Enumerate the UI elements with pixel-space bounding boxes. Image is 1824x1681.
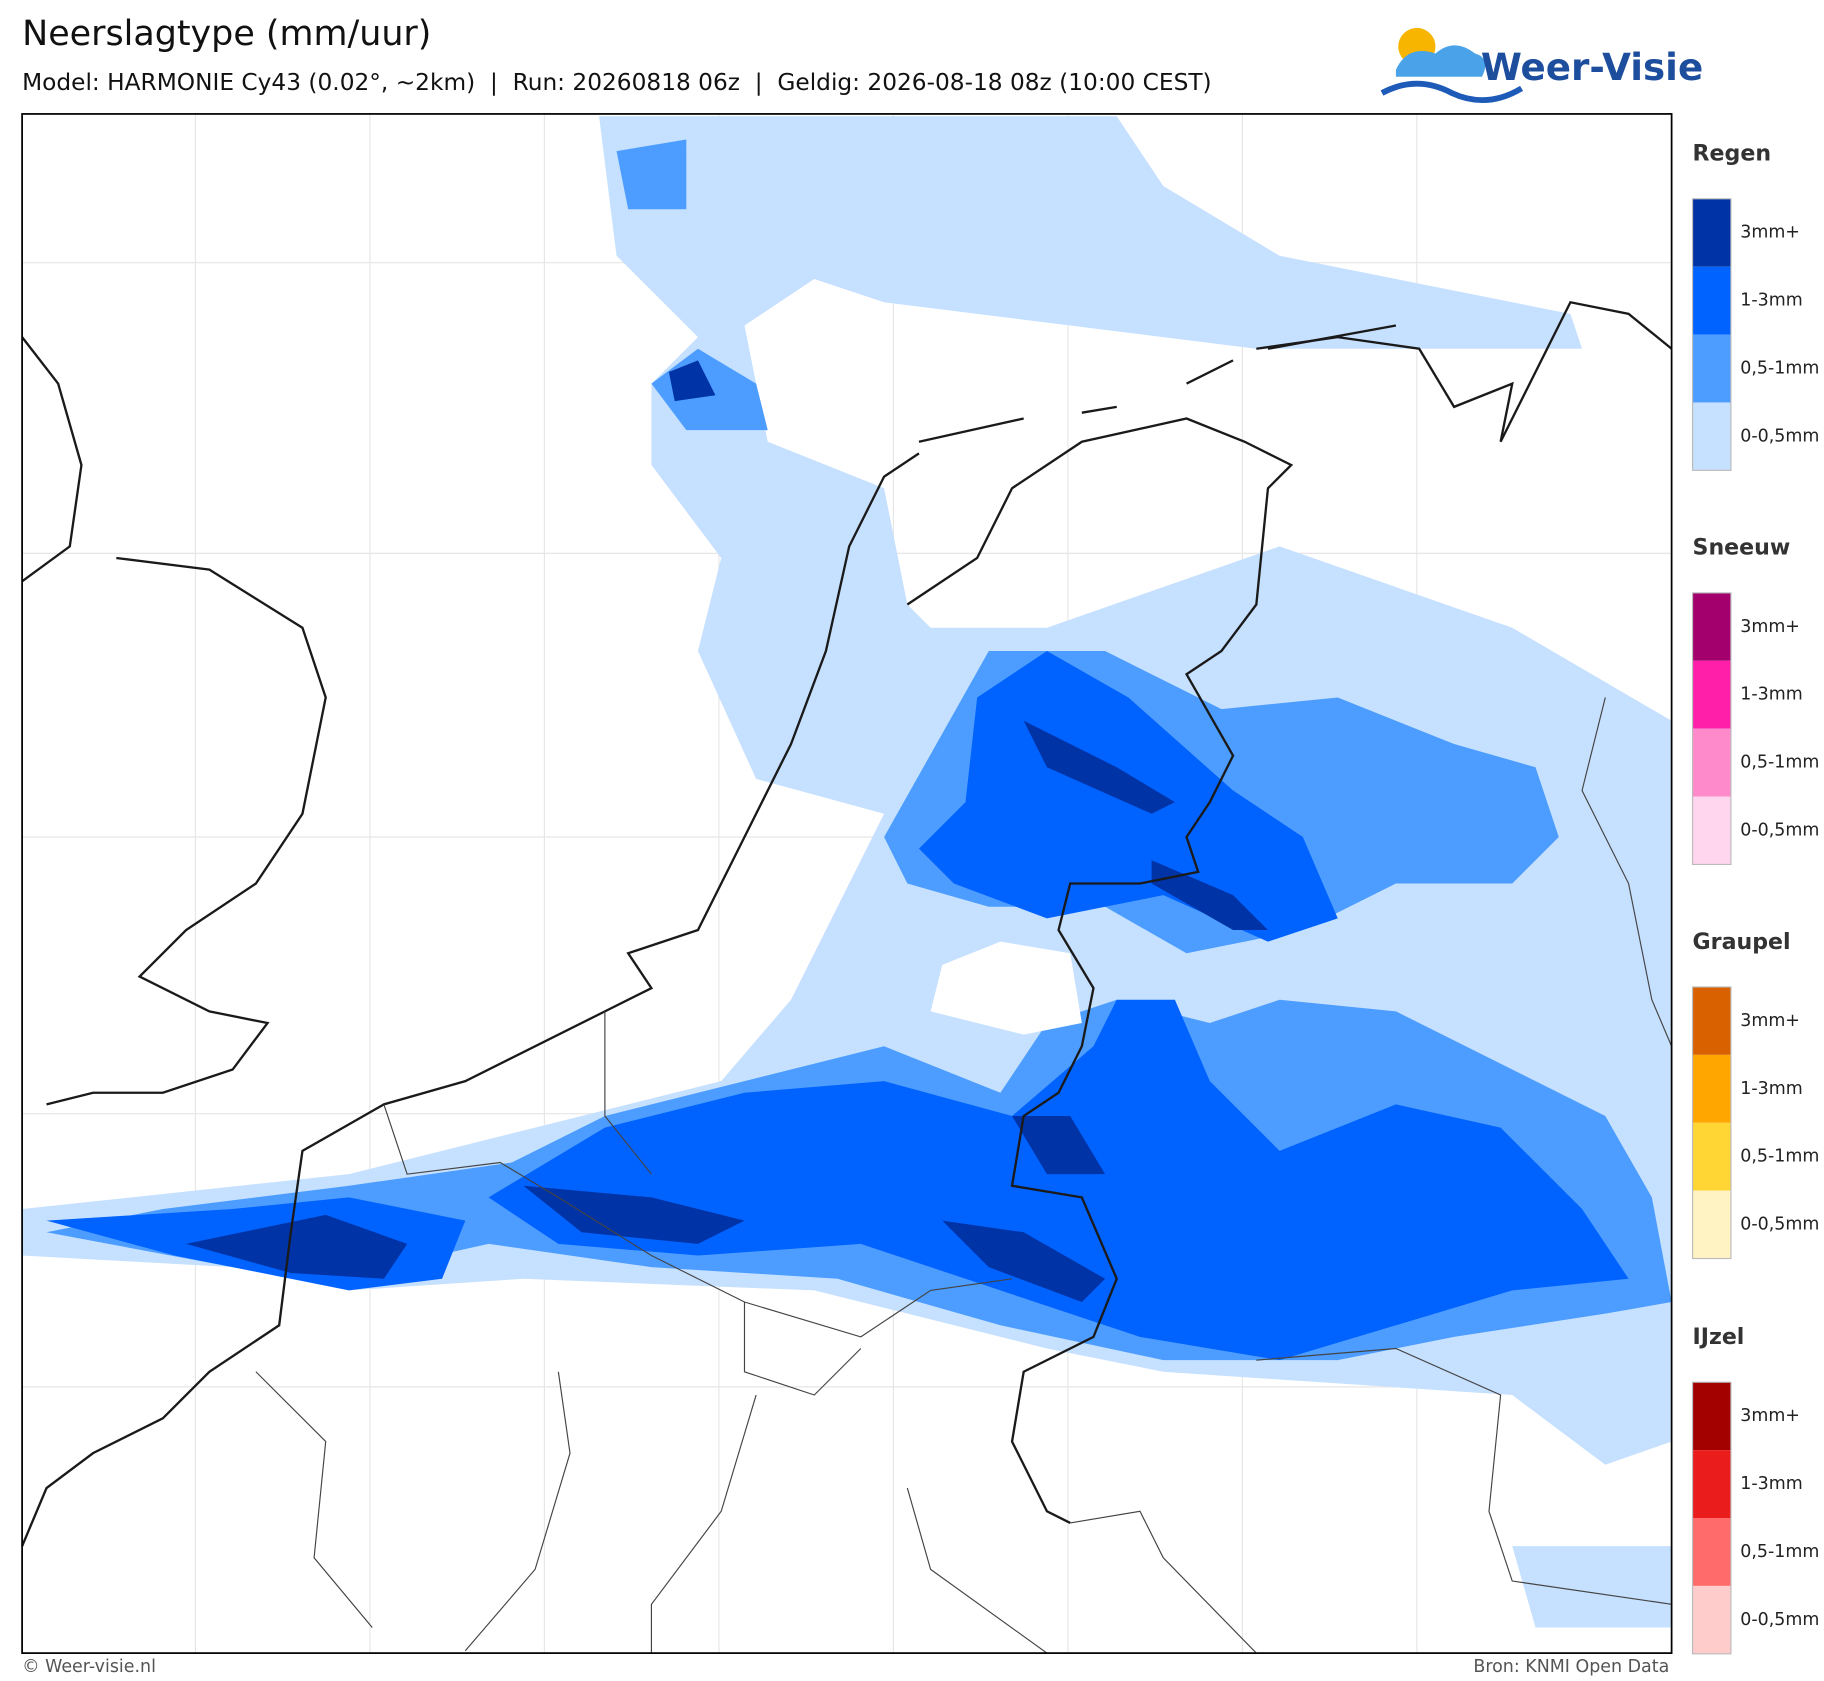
legend-title: IJzel — [1693, 1324, 1745, 1350]
legend-label: 0,5-1mm — [1740, 753, 1819, 773]
legend-label: 3mm+ — [1740, 617, 1800, 637]
legend-label: 0-0,5mm — [1740, 1215, 1819, 1235]
legend-label: 1-3mm — [1740, 291, 1802, 311]
legend-swatch — [1692, 334, 1731, 403]
legend-title: Regen — [1693, 141, 1772, 167]
legend-title: Sneeuw — [1693, 535, 1791, 561]
logo: Weer-Visie — [1380, 27, 1703, 104]
footer-left: © Weer-visie.nl — [22, 1657, 156, 1677]
legend-swatch — [1692, 1382, 1731, 1451]
precipitation — [22, 116, 1672, 1628]
legend-frame — [1691, 986, 1732, 1260]
logo-text: Weer-Visie — [1481, 45, 1703, 89]
title: Neerslagtype (mm/uur) — [22, 14, 431, 54]
borders — [255, 697, 1673, 1654]
legend-label: 0-0,5mm — [1740, 426, 1819, 446]
legend-label: 0,5-1mm — [1740, 359, 1819, 379]
legend-label: 3mm+ — [1740, 223, 1800, 243]
legend-label: 0,5-1mm — [1740, 1147, 1819, 1167]
legend-label: 0-0,5mm — [1740, 1610, 1819, 1630]
legend: Regen 3mm+ 1-3mm 0,5-1mm 0-0,5mm Sneeuw 3mm+ 1-… — [1691, 141, 1819, 1655]
legend-frame — [1691, 1381, 1732, 1655]
legend-frame — [1691, 592, 1732, 866]
legend-swatch — [1692, 1518, 1731, 1586]
legend-swatch — [1692, 986, 1731, 1055]
legend-swatch — [1692, 1190, 1731, 1259]
legend-label: 1-3mm — [1740, 1079, 1802, 1099]
legend-swatch — [1692, 1585, 1731, 1654]
legend-frame — [1691, 198, 1732, 471]
map — [21, 113, 1673, 1654]
legend-label: 0-0,5mm — [1740, 821, 1819, 841]
legend-label: 3mm+ — [1740, 1406, 1800, 1426]
footer-right: Bron: KNMI Open Data — [1473, 1657, 1669, 1677]
legend-label: 3mm+ — [1740, 1011, 1800, 1031]
legend-swatch — [1692, 796, 1731, 865]
legend-swatch — [1692, 402, 1731, 471]
legend-title: Graupel — [1693, 929, 1791, 955]
legend-swatch — [1692, 1450, 1731, 1519]
legend-swatch — [1692, 660, 1731, 729]
legend-swatch — [1692, 266, 1731, 335]
legend-label: 0,5-1mm — [1740, 1542, 1819, 1562]
subtitle: Model: HARMONIE Cy43 (0.02°, ~2km) | Run… — [22, 69, 1212, 96]
legend-swatch — [1692, 198, 1731, 267]
legend-swatch — [1692, 728, 1731, 797]
legend-swatch — [1692, 592, 1731, 661]
legend-swatch — [1692, 1122, 1731, 1191]
legend-label: 1-3mm — [1740, 685, 1802, 705]
legend-swatch — [1692, 1054, 1731, 1123]
legend-label: 1-3mm — [1740, 1474, 1802, 1494]
